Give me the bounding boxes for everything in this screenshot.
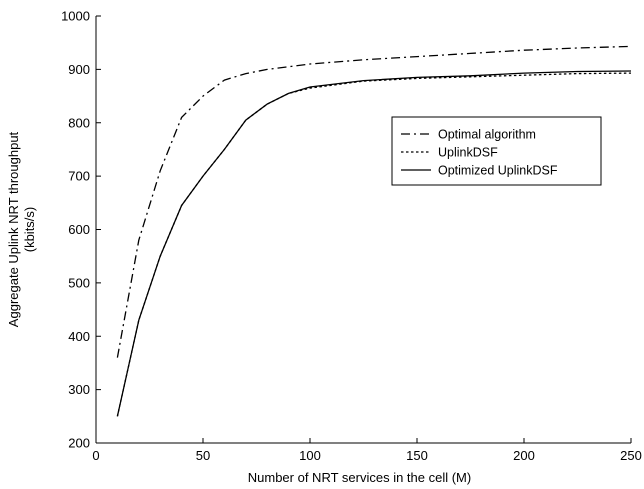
axis-labels: Number of NRT services in the cell (M) Ag… (6, 131, 471, 485)
y-tick-label: 1000 (61, 9, 90, 24)
x-tick-label: 0 (92, 448, 99, 463)
x-tick-label: 150 (406, 448, 428, 463)
legend: Optimal algorithm UplinkDSF Optimized Upli… (391, 116, 602, 186)
x-tick-label: 50 (196, 448, 210, 463)
series-line-1 (116, 45, 632, 358)
y-tick-label: 200 (68, 436, 90, 451)
axes: 0 50 100 150 200 250 200 300 400 500 600 700 800 900 1… (61, 9, 642, 464)
y-tick-label: 600 (68, 222, 90, 237)
legend-box (391, 116, 602, 186)
y-tick-label: 800 (68, 115, 90, 130)
legend-entry-label: Optimized UplinkDSF (438, 164, 558, 178)
y-tick-label: 400 (68, 329, 90, 344)
series-layer (116, 45, 632, 417)
y-axis-label-line: (kbits/s) (22, 207, 37, 253)
y-tick-label: 500 (68, 275, 90, 290)
x-tick-label: 250 (620, 448, 642, 463)
legend-entry-label: Optimal algorithm (438, 128, 536, 142)
legend-entry-label: UplinkDSF (438, 146, 498, 160)
y-tick-label: 300 (68, 382, 90, 397)
x-axis-label: Number of NRT services in the cell (M) (248, 470, 471, 485)
series-line-3 (116, 70, 632, 417)
x-tick-label: 200 (513, 448, 535, 463)
y-axis-label-line: Aggregate Uplink NRT throughput (6, 131, 21, 327)
y-axis-label: Aggregate Uplink NRT throughput(kbits/s) (6, 131, 37, 327)
x-tick-label: 100 (299, 448, 321, 463)
y-tick-label: 700 (68, 169, 90, 184)
y-tick-label: 900 (68, 62, 90, 77)
